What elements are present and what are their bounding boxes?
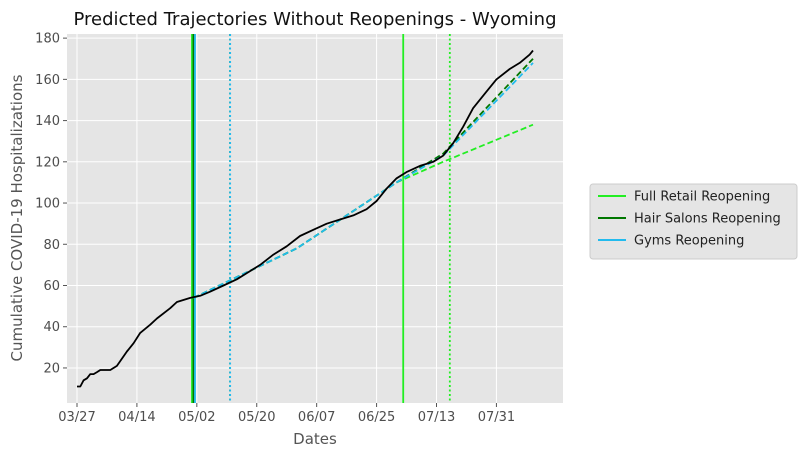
y-axis-ticks: 20 40 60 80 100 120 140 160 180 <box>35 32 67 376</box>
y-tick-label: 160 <box>35 73 60 88</box>
x-tick-label: 05/20 <box>238 410 275 425</box>
observed-line <box>77 49 534 388</box>
y-axis-label: Cumulative COVID-19 Hospitalizations <box>8 74 26 361</box>
x-tick-label: 06/07 <box>298 410 335 425</box>
x-tick-label: 06/25 <box>358 410 395 425</box>
legend-label: Hair Salons Reopening <box>634 212 781 227</box>
x-tick-label: 05/02 <box>178 410 215 425</box>
legend-box <box>589 183 798 260</box>
legend-label: Full Retail Reopening <box>634 190 770 205</box>
y-tick-label: 60 <box>43 279 60 294</box>
plot-background <box>67 34 563 403</box>
x-tick-label: 07/13 <box>418 410 455 425</box>
legend: Full Retail Reopening Hair Salons Reopeni… <box>589 183 798 260</box>
projection-lines <box>193 58 534 299</box>
y-tick-label: 40 <box>43 320 60 335</box>
y-tick-label: 20 <box>43 361 60 376</box>
chart-title: Predicted Trajectories Without Reopening… <box>73 9 556 30</box>
y-tick-label: 140 <box>35 114 60 129</box>
observed-hospitalizations-line <box>77 49 534 388</box>
x-axis-label: Dates <box>293 430 337 448</box>
projection-line-2 <box>193 62 534 299</box>
y-tick-label: 100 <box>35 197 60 212</box>
x-tick-label: 04/14 <box>118 410 155 425</box>
x-tick-label: 03/27 <box>58 410 95 425</box>
gridlines <box>67 34 563 403</box>
x-tick-label: 07/31 <box>478 410 515 425</box>
x-axis-ticks: 03/27 04/14 05/02 05/20 06/07 06/25 07/13 07/31 <box>58 403 515 425</box>
legend-label: Gyms Reopening <box>634 234 744 249</box>
y-tick-label: 80 <box>43 238 60 253</box>
y-tick-label: 120 <box>35 155 60 170</box>
y-tick-label: 180 <box>35 32 60 47</box>
reopening-lines <box>191 34 451 403</box>
